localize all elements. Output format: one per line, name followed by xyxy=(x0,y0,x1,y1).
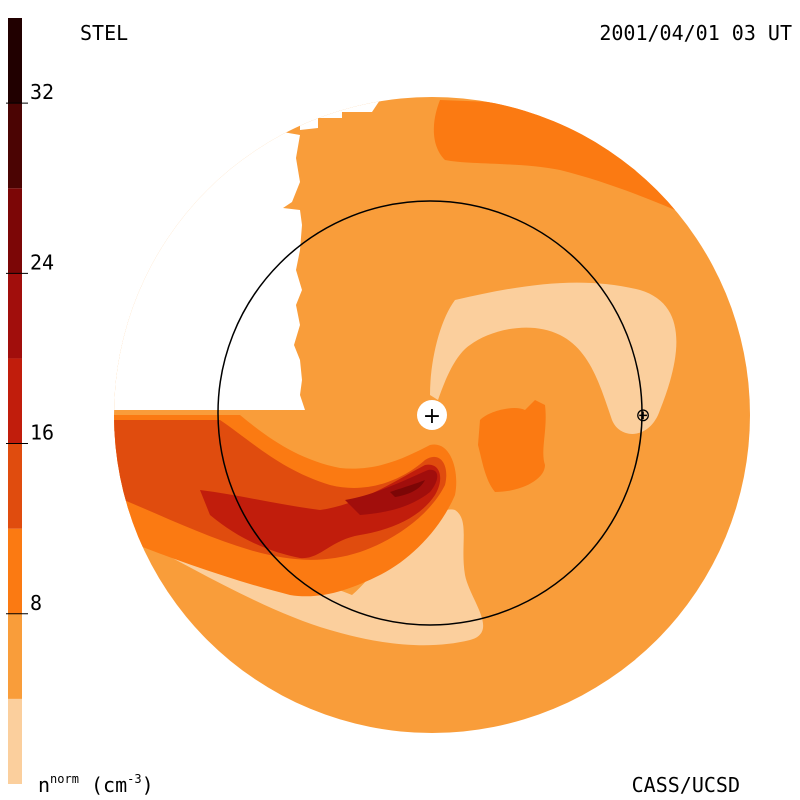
colorbar-label-sup: norm xyxy=(50,772,79,786)
observatory-label: STEL xyxy=(80,21,128,45)
colorbar-segment-3 xyxy=(8,443,22,529)
colorbar-segment-2 xyxy=(8,528,22,614)
colorbar-segment-7 xyxy=(8,103,22,189)
colorbar-tick-label-24: 24 xyxy=(30,250,54,274)
colorbar-segment-8 xyxy=(8,18,22,104)
colorbar-tick-label-8: 8 xyxy=(30,591,42,615)
contour-level-5 xyxy=(200,464,441,559)
colorbar-tick-label-16: 16 xyxy=(30,421,54,445)
colorbar-label-unit-open: (cm xyxy=(79,773,127,797)
colorbar-ticks: 8 16 24 32 xyxy=(6,80,54,615)
colorbar-segment-6 xyxy=(8,188,22,274)
earth-icon: ⊕ xyxy=(635,405,650,426)
colorbar-label: nnorm (cm-3) xyxy=(38,772,154,797)
colorbar-segment-4 xyxy=(8,358,22,444)
date-time-label: 2001/04/01 03 UT xyxy=(599,21,792,45)
colorbar-label-base: n xyxy=(38,773,50,797)
earth-orbit-circle xyxy=(217,200,643,626)
colorbar-segment-0 xyxy=(8,698,22,784)
colorbar-label-unit-close: ) xyxy=(142,773,154,797)
colorbar-tick-label-32: 32 xyxy=(30,80,54,104)
contour-level-3-right xyxy=(478,400,546,492)
colorbar xyxy=(8,18,22,784)
credit-label: CASS/UCSD xyxy=(632,773,740,797)
colorbar-segment-5 xyxy=(8,273,22,359)
contour-level-7 xyxy=(390,480,425,497)
colorbar-segment-1 xyxy=(8,613,22,699)
colorbar-label-unit-sup: -3 xyxy=(127,772,141,786)
sun-icon: + xyxy=(423,404,441,429)
sun-disc xyxy=(417,400,447,430)
contour-level-1-streamer xyxy=(430,282,677,434)
